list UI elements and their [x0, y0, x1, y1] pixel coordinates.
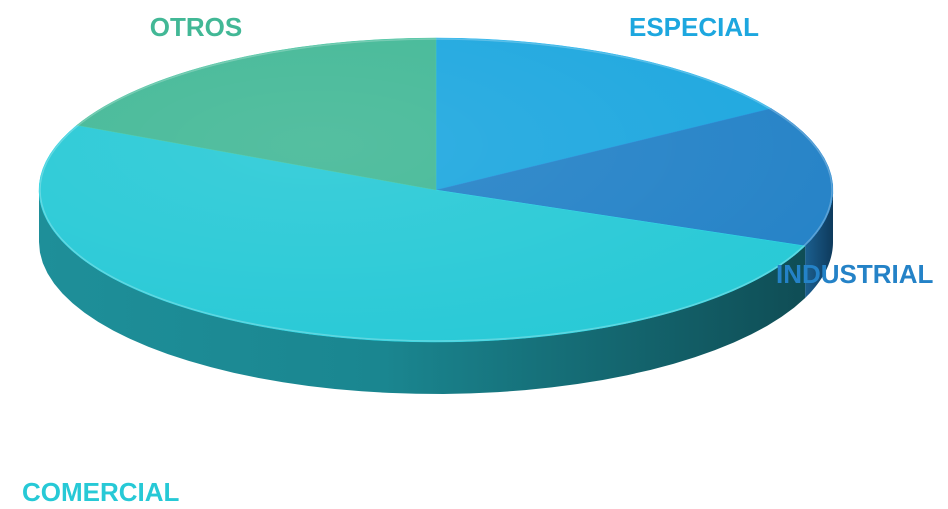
data-label-otros: OTROS — [150, 12, 242, 42]
pie-labels: ESPECIAL INDUSTRIAL COMERCIAL OTROS — [22, 12, 934, 507]
data-label-industrial: INDUSTRIAL — [776, 259, 934, 289]
pie-sides — [39, 190, 833, 394]
pie-side-industrial — [805, 190, 833, 298]
data-label-especial: ESPECIAL — [629, 12, 759, 42]
pie-top — [38, 37, 834, 343]
pie-top-sheen — [39, 38, 833, 342]
data-label-comercial: COMERCIAL — [22, 477, 180, 504]
pie-side-comercial — [39, 190, 806, 394]
